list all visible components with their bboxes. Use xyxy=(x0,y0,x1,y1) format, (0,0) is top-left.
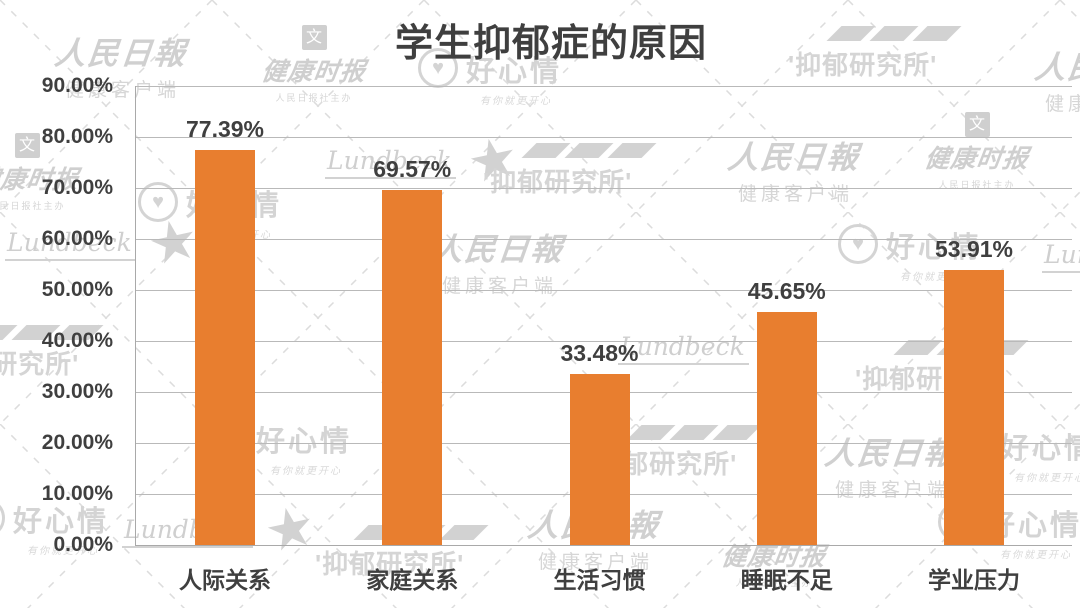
y-axis-line xyxy=(135,86,136,545)
category-label-学业压力: 学业压力 xyxy=(928,567,1020,593)
y-axis-tick-label: 0.00% xyxy=(53,533,113,556)
bar-人际关系 xyxy=(195,150,255,545)
bar-睡眠不足 xyxy=(756,312,817,545)
category-label-睡眠不足: 睡眠不足 xyxy=(740,567,833,593)
value-label-生活习惯: 33.48% xyxy=(560,340,639,367)
gridline xyxy=(135,188,1072,189)
chart-title: 学生抑郁症的原因 xyxy=(394,23,707,65)
bar-生活习惯 xyxy=(569,374,630,545)
value-label-学业压力: 53.91% xyxy=(934,236,1013,263)
gridline xyxy=(135,341,1072,342)
category-label-人际关系: 人际关系 xyxy=(179,567,271,593)
category-label-家庭关系: 家庭关系 xyxy=(366,567,459,593)
y-axis-tick-label: 30.00% xyxy=(41,380,113,403)
gridline xyxy=(135,86,1072,87)
y-axis-tick-label: 20.00% xyxy=(41,431,113,454)
y-axis-tick-label: 90.00% xyxy=(41,74,113,97)
y-axis-tick-label: 50.00% xyxy=(41,278,113,301)
y-axis-tick-label: 80.00% xyxy=(41,125,113,148)
bar-学业压力 xyxy=(944,270,1004,545)
y-axis-tick-label: 10.00% xyxy=(41,482,113,505)
value-label-家庭关系: 69.57% xyxy=(373,156,452,183)
gridline xyxy=(135,290,1072,291)
value-label-人际关系: 77.39% xyxy=(185,116,264,143)
bar-家庭关系 xyxy=(382,190,443,545)
y-axis-tick-label: 60.00% xyxy=(41,227,113,250)
x-axis-line xyxy=(135,545,1072,546)
gridline xyxy=(135,239,1072,240)
value-label-睡眠不足: 45.65% xyxy=(747,278,826,305)
category-label-生活习惯: 生活习惯 xyxy=(553,567,646,593)
y-axis-tick-label: 40.00% xyxy=(41,329,113,352)
gridline xyxy=(135,137,1072,138)
y-axis-tick-label: 70.00% xyxy=(41,176,113,199)
